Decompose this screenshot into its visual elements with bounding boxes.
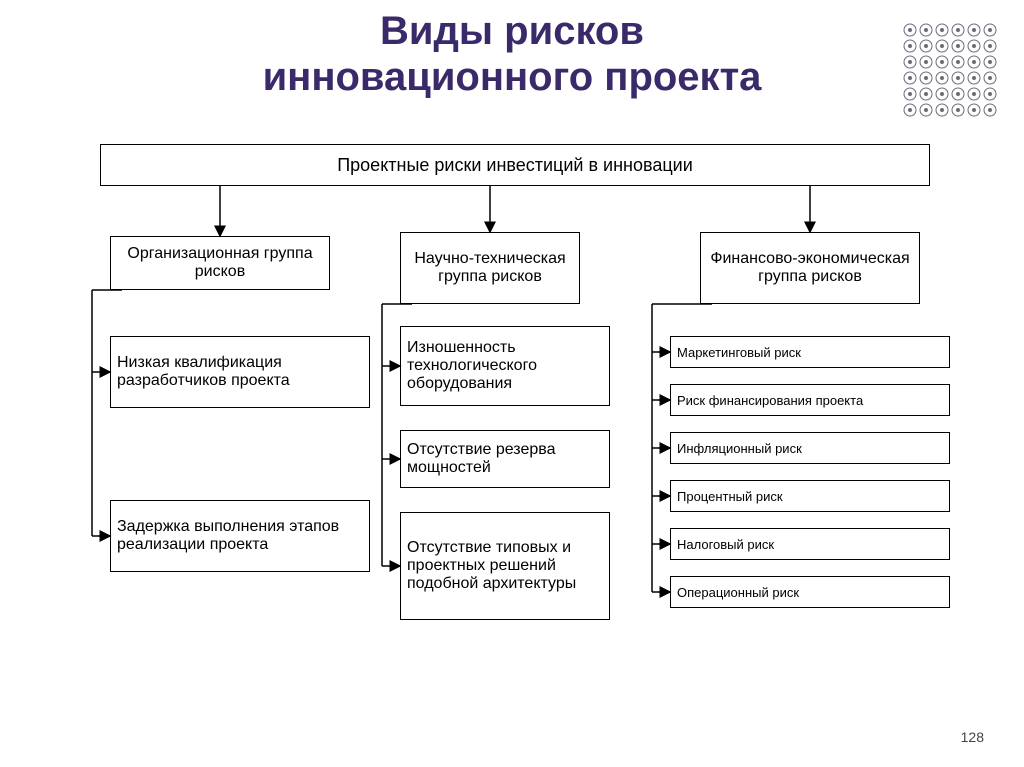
col2-item: Отсутствие типовых и проектных решений п… <box>400 512 610 620</box>
col3-item: Маркетинговый риск <box>670 336 950 368</box>
item-label: Риск финансирования проекта <box>677 393 863 408</box>
group-box-organizational: Организационная группа рисков <box>110 236 330 290</box>
group-box-technical: Научно-техническая группа рисков <box>400 232 580 304</box>
item-label: Операционный риск <box>677 585 799 600</box>
group-label: Организационная группа рисков <box>117 245 323 281</box>
col1-item: Задержка выполнения этапов реализации пр… <box>110 500 370 572</box>
root-box-label: Проектные риски инвестиций в инновации <box>337 155 693 176</box>
col2-item: Отсутствие резерва мощностей <box>400 430 610 488</box>
item-label: Отсутствие резерва мощностей <box>407 441 603 477</box>
title-line1: Виды рисков <box>380 9 644 53</box>
col3-item: Налоговый риск <box>670 528 950 560</box>
item-label: Изношенность технологического оборудован… <box>407 339 603 393</box>
item-label: Налоговый риск <box>677 537 774 552</box>
item-label: Инфляционный риск <box>677 441 802 456</box>
title-line2: инновационного проекта <box>263 55 762 99</box>
col1-item: Низкая квалификация разработчиков проект… <box>110 336 370 408</box>
col3-item: Операционный риск <box>670 576 950 608</box>
item-label: Процентный риск <box>677 489 783 504</box>
decorative-dots-icon <box>902 22 998 118</box>
slide: Виды рисков инновационного проекта Проек… <box>0 0 1024 767</box>
item-label: Низкая квалификация разработчиков проект… <box>117 354 363 390</box>
col3-item: Инфляционный риск <box>670 432 950 464</box>
slide-title: Виды рисков инновационного проекта <box>0 8 1024 100</box>
col2-item: Изношенность технологического оборудован… <box>400 326 610 406</box>
group-label: Финансово-экономическая группа рисков <box>707 250 913 286</box>
item-label: Задержка выполнения этапов реализации пр… <box>117 518 363 554</box>
col3-item: Процентный риск <box>670 480 950 512</box>
root-box: Проектные риски инвестиций в инновации <box>100 144 930 186</box>
page-number: 128 <box>961 729 984 745</box>
group-label: Научно-техническая группа рисков <box>407 250 573 286</box>
group-box-financial: Финансово-экономическая группа рисков <box>700 232 920 304</box>
col3-item: Риск финансирования проекта <box>670 384 950 416</box>
item-label: Отсутствие типовых и проектных решений п… <box>407 539 603 593</box>
item-label: Маркетинговый риск <box>677 345 801 360</box>
